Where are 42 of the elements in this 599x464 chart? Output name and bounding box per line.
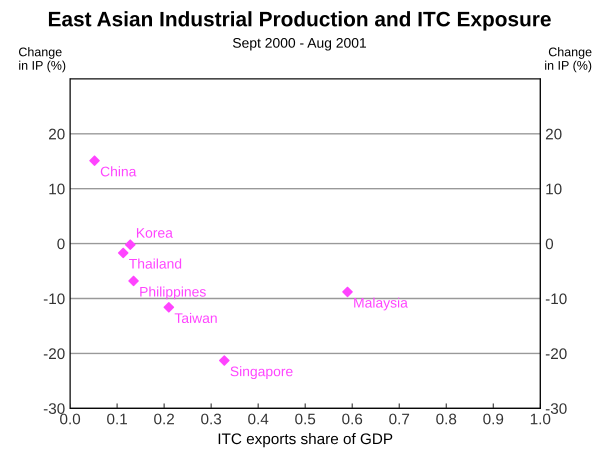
- y-tick-label: 20: [49, 128, 65, 140]
- annotation: Thailand: [129, 258, 182, 269]
- y2-tick-label: 10: [546, 184, 562, 194]
- x-tick-label: 0.7: [389, 414, 410, 424]
- annotation: Philippines: [140, 286, 206, 300]
- chart-title: East Asian Industrial Production and ITC Exposure: [48, 11, 551, 31]
- annotation: Korea: [136, 228, 173, 238]
- point: [342, 286, 353, 298]
- y2-tick-label: -10: [546, 293, 567, 304]
- y-axis-title: Change in IP (%): [18, 47, 66, 72]
- x-tick-label: 0.5: [295, 414, 316, 424]
- y-tick-label: -10: [44, 293, 65, 304]
- point: [164, 302, 174, 313]
- point: [128, 276, 139, 286]
- y-tick-label: 0: [57, 238, 65, 250]
- x-tick-label: 0.3: [201, 414, 222, 424]
- annotation: Taiwan: [174, 312, 217, 324]
- x-tick-label: 0.6: [342, 414, 362, 424]
- point: [219, 355, 230, 366]
- x-tick-label: 0.8: [436, 414, 456, 424]
- annotation: China: [100, 166, 136, 176]
- x-tick-label: 0.2: [154, 414, 174, 424]
- y-tick-label: -30: [44, 403, 65, 414]
- x-axis-title: ITC exports share of GDP: [218, 432, 392, 448]
- annotation: Singapore: [230, 366, 293, 380]
- point: [118, 248, 129, 258]
- y-tick-label: 10: [49, 184, 65, 194]
- y2-axis-title: Change in IP (%): [545, 47, 592, 72]
- x-tick-label: 1.0: [530, 414, 550, 424]
- y-tick-label: -20: [44, 348, 65, 360]
- annotation: Malaysia: [354, 297, 408, 310]
- x-tick-label: 0.4: [248, 414, 268, 424]
- point: [124, 239, 136, 250]
- x-tick-label: 0.9: [483, 414, 504, 424]
- point: [89, 155, 100, 166]
- x-tick-label: 0.0: [60, 414, 80, 424]
- y2-tick-label: -30: [546, 403, 567, 414]
- chart-subtitle: Sept 2000 - Aug 2001: [232, 38, 366, 51]
- y2-tick-label: 0: [546, 238, 554, 250]
- y2-tick-label: -20: [546, 348, 567, 360]
- y2-tick-label: 20: [546, 128, 562, 140]
- x-tick-label: 0.1: [107, 414, 127, 424]
